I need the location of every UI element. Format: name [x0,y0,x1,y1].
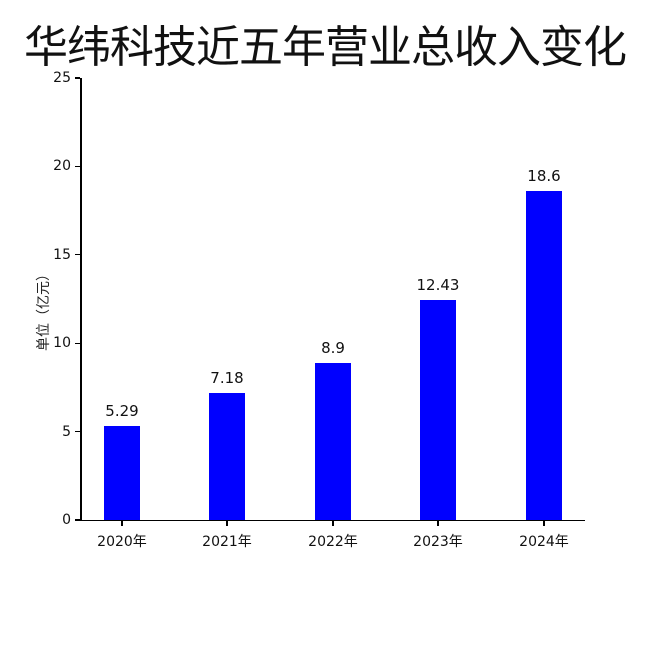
x-tick [226,521,228,526]
chart-title: 华纬科技近五年营业总收入变化 [24,22,627,73]
y-tick [75,254,80,256]
x-tick [543,521,545,526]
y-tick-label: 5 [62,423,71,440]
bar [104,426,140,520]
y-tick-label: 0 [62,512,71,528]
bar-value-label: 18.6 [527,167,561,186]
y-tick-label: 15 [53,246,71,263]
x-tick-label: 2023年 [413,534,463,550]
bar-value-label: 12.43 [416,276,460,295]
y-tick-label: 20 [53,158,71,175]
x-tick-label: 2022年 [308,534,358,550]
y-tick [75,77,80,79]
bar [209,393,245,520]
y-tick [75,165,80,167]
bar [526,191,562,520]
x-tick [121,521,123,526]
x-tick-label: 2020年 [97,534,147,550]
bar-value-label: 7.18 [210,369,244,388]
bar-value-label: 8.9 [321,338,345,357]
x-tick [437,521,439,526]
x-tick-label: 2021年 [202,534,252,550]
y-axis [80,78,82,521]
y-tick-label: 25 [53,70,71,86]
y-tick [75,431,80,433]
bar [420,300,456,520]
y-tick [75,519,80,521]
y-tick [75,342,80,344]
bar-value-label: 5.29 [105,402,139,421]
x-tick [332,521,334,526]
x-tick-label: 2024年 [519,534,569,550]
y-tick-label: 10 [53,335,71,352]
bar [315,362,351,520]
x-axis [80,519,585,521]
